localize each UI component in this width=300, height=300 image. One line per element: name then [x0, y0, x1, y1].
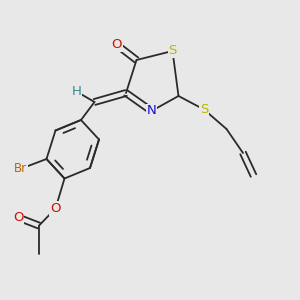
- Text: Br: Br: [14, 162, 27, 176]
- Text: S: S: [168, 44, 177, 58]
- Text: O: O: [50, 202, 61, 215]
- Text: N: N: [147, 104, 156, 118]
- Text: O: O: [112, 38, 122, 52]
- Text: O: O: [13, 211, 23, 224]
- Text: H: H: [72, 85, 81, 98]
- Text: S: S: [200, 103, 208, 116]
